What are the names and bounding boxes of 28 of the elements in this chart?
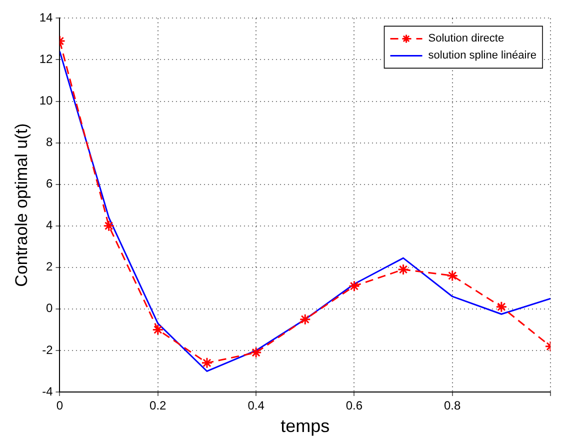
point <box>250 346 262 358</box>
x-tick-label: 0.4 <box>248 398 265 413</box>
y-tick-label: -4 <box>42 384 54 398</box>
point <box>398 264 410 276</box>
point <box>152 324 164 336</box>
x-tick-label: 0.2 <box>150 398 167 413</box>
x-tick-label: 0.6 <box>346 398 363 413</box>
legend-label: Solution directe <box>428 32 504 45</box>
y-tick-label: 4 <box>46 218 54 232</box>
y-axis-title: Contraole optimal u(t) <box>12 123 31 287</box>
point <box>496 301 508 313</box>
y-tick-label: 6 <box>46 176 54 191</box>
point <box>103 220 115 232</box>
x-axis-title: temps <box>280 416 330 436</box>
point <box>201 357 213 369</box>
x-tick-label: 0 <box>56 398 64 413</box>
y-tick-label: 14 <box>39 10 54 25</box>
y-tick-label: -2 <box>42 342 54 357</box>
y-tick-label: 12 <box>39 52 54 66</box>
y-tick-label: 0 <box>46 301 54 316</box>
point <box>299 314 311 326</box>
x-tick-label: 0.8 <box>444 398 462 413</box>
point <box>348 280 360 292</box>
y-tick-label: 8 <box>46 135 54 150</box>
y-tick-label: 10 <box>39 94 54 108</box>
point <box>446 270 458 282</box>
legend-label: solution spline linéaire <box>428 50 536 62</box>
y-tick-label: 2 <box>46 260 54 274</box>
